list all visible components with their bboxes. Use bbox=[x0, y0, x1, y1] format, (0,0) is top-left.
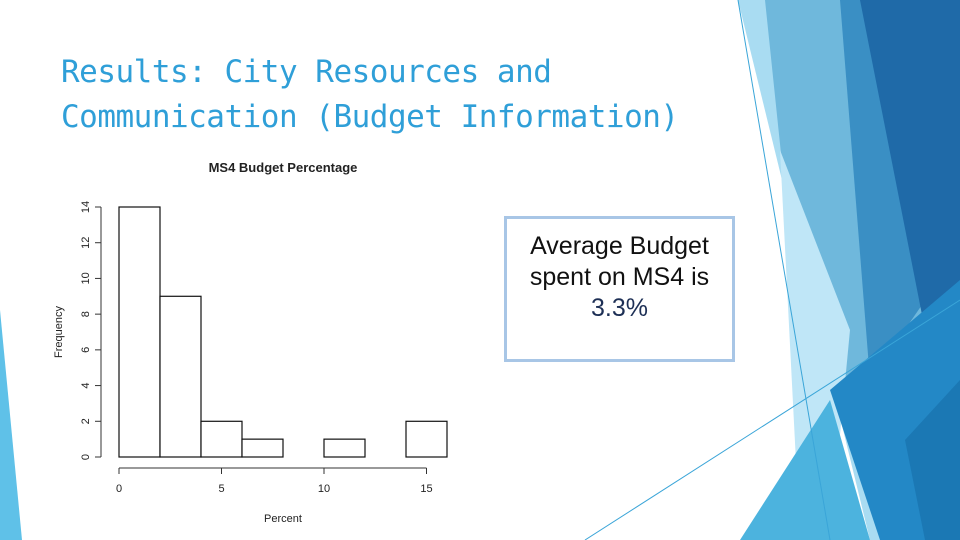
histogram-bar bbox=[118, 206, 161, 458]
accent-line-1 bbox=[737, 0, 831, 540]
y-tick-label: 2 bbox=[80, 418, 92, 424]
accent-line-2 bbox=[584, 299, 960, 540]
y-tick-label: 6 bbox=[80, 347, 92, 353]
y-tick-label: 10 bbox=[80, 272, 92, 284]
y-tick-label: 14 bbox=[80, 201, 92, 213]
chart-title: MS4 Budget Percentage bbox=[209, 160, 358, 175]
average-budget-callout: Average Budget spent on MS4 is 3.3% bbox=[504, 216, 735, 362]
histogram-bar bbox=[241, 438, 284, 458]
histogram-bar bbox=[200, 420, 243, 458]
y-tick-label: 8 bbox=[80, 311, 92, 317]
x-tick-label: 15 bbox=[420, 483, 432, 495]
histogram-bar bbox=[405, 420, 448, 458]
facet-cyan-bottom bbox=[740, 400, 870, 540]
callout-value: 3.3% bbox=[591, 294, 648, 322]
facet-dark-blue bbox=[860, 0, 960, 330]
histogram-bar bbox=[159, 295, 202, 458]
left-edge-shape bbox=[0, 310, 22, 540]
y-tick-label: 0 bbox=[80, 454, 92, 460]
slide-title-line-1: Results: City Resources and bbox=[61, 54, 552, 90]
callout-line-2: spent on MS4 is bbox=[529, 263, 710, 291]
slide-title-line-2: Communication (Budget Information) bbox=[61, 99, 679, 135]
x-axis-label: Percent bbox=[264, 513, 302, 525]
histogram-chart: MS4 Budget Percentage 0 2 4 6 8 10 12 14 0 5 10 15 Pe… bbox=[53, 160, 448, 525]
y-axis-label: Frequency bbox=[53, 306, 65, 358]
x-tick-label: 5 bbox=[218, 483, 224, 495]
y-tick-label: 4 bbox=[80, 383, 92, 389]
y-tick-label: 12 bbox=[80, 237, 92, 249]
callout-line-1: Average Budget bbox=[530, 232, 709, 260]
x-tick-label: 10 bbox=[318, 483, 330, 495]
x-tick-label: 0 bbox=[116, 483, 122, 495]
histogram-bar bbox=[323, 438, 366, 458]
facet-deep bbox=[905, 380, 960, 540]
